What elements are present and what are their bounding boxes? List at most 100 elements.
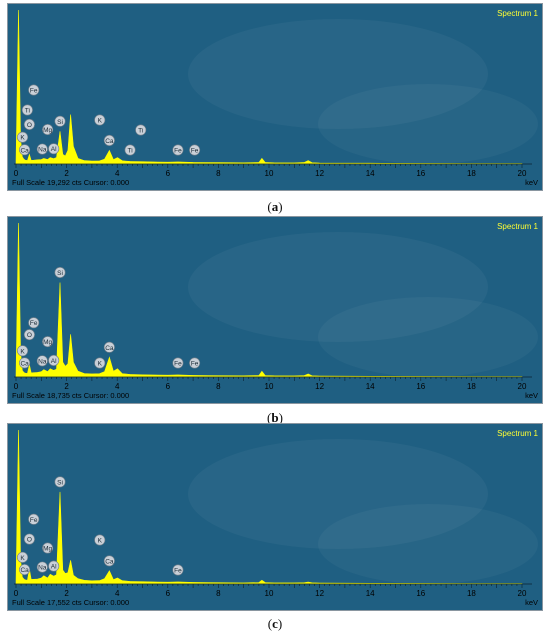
spectrum-panel-a: Ca K O Ti Fe Na Mg Al Si Ca K Ti Ti Fe Fe 0 2 4 6 8 10 12 14 16… xyxy=(7,3,543,191)
peak-label: K xyxy=(20,348,25,355)
peak-marker-circle xyxy=(28,317,40,329)
peak-marker-circle xyxy=(21,104,33,116)
caption-letter-a: a xyxy=(271,199,279,214)
peak-marker-circle xyxy=(103,341,115,353)
peak-label: O xyxy=(27,332,32,339)
x-tick-label: 16 xyxy=(416,589,425,598)
background-shade xyxy=(188,232,488,342)
x-tick-label: 0 xyxy=(14,382,19,391)
peak-marker-fe: Fe xyxy=(172,144,184,156)
x-tick-label: 12 xyxy=(315,169,324,178)
peak-marker-circle xyxy=(48,560,60,572)
x-tick-label: 20 xyxy=(518,382,527,391)
background-shade xyxy=(318,297,538,377)
peak-marker-ca: Ca xyxy=(19,564,31,576)
peak-marker-na: Na xyxy=(36,355,48,367)
peak-marker-fe: Fe xyxy=(189,357,201,369)
background-shade xyxy=(318,84,538,164)
peak-marker-circle xyxy=(19,357,31,369)
peak-marker-fe: Fe xyxy=(28,84,40,96)
peak-marker-circle xyxy=(19,564,31,576)
peak-label: K xyxy=(98,118,103,125)
peak-marker-al: Al xyxy=(48,143,60,155)
peak-marker-circle xyxy=(103,555,115,567)
caption-a: (a) xyxy=(267,199,283,214)
x-tick-label: 18 xyxy=(467,589,476,598)
plot-background xyxy=(8,217,542,403)
peak-marker-k: K xyxy=(17,131,29,143)
spectrum-series xyxy=(15,429,523,585)
x-tick-label: 16 xyxy=(416,382,425,391)
peak-marker-circle xyxy=(54,476,66,488)
peak-label: O xyxy=(27,537,32,544)
peak-marker-al: Al xyxy=(48,560,60,572)
x-tick-label: 18 xyxy=(467,382,476,391)
peak-label: Fe xyxy=(30,320,38,327)
x-tick-label: 20 xyxy=(518,169,527,178)
peak-marker-si: Si xyxy=(54,115,66,127)
peak-marker-circle xyxy=(189,144,201,156)
peak-label: Na xyxy=(38,565,47,572)
peak-marker-si: Si xyxy=(54,266,66,278)
spectrum-label: Spectrum 1 xyxy=(497,429,538,438)
peak-marker-mg: Mg xyxy=(42,542,54,554)
x-tick-label: 14 xyxy=(366,382,375,391)
peak-label: Fe xyxy=(191,148,199,155)
spectrum-series xyxy=(15,222,523,378)
peak-marker-circle xyxy=(17,345,29,357)
peak-marker-k: K xyxy=(94,357,106,369)
peak-marker-o: O xyxy=(23,118,35,130)
peak-marker-ti: Ti xyxy=(135,124,147,136)
peak-marker-fe: Fe xyxy=(172,357,184,369)
caption-letter-b: b xyxy=(271,410,279,425)
x-tick-label: 8 xyxy=(216,382,221,391)
peak-label: Mg xyxy=(43,546,52,553)
peak-marker-circle xyxy=(23,118,35,130)
x-tick-label: 4 xyxy=(115,382,120,391)
peak-label: Fe xyxy=(174,568,182,575)
peak-marker-fe: Fe xyxy=(189,144,201,156)
peak-label: Ti xyxy=(138,128,143,135)
x-tick-label: 2 xyxy=(64,169,69,178)
peak-label: O xyxy=(27,122,32,129)
x-tick-label: 14 xyxy=(366,169,375,178)
peak-marker-circle xyxy=(172,564,184,576)
peak-marker-ca: Ca xyxy=(103,341,115,353)
plot-background xyxy=(8,4,542,190)
peak-marker-circle xyxy=(54,266,66,278)
x-tick-label: 10 xyxy=(265,589,274,598)
peak-marker-circle xyxy=(19,144,31,156)
peak-marker-circle xyxy=(23,329,35,341)
peak-marker-circle xyxy=(48,143,60,155)
x-axis-unit: keV xyxy=(525,178,538,187)
peak-label: Si xyxy=(57,119,63,126)
spectrum-label: Spectrum 1 xyxy=(497,222,538,231)
x-tick-label: 14 xyxy=(366,589,375,598)
peak-marker-ti: Ti xyxy=(21,104,33,116)
peak-label: Si xyxy=(57,270,63,277)
spectrum-panel-b: Ca K O Fe Na Mg Al Si Ca K Fe Fe 0 2 4 6 8 10 12 14 16 18 20 ke… xyxy=(7,216,543,404)
peak-marker-circle xyxy=(28,513,40,525)
peak-marker-circle xyxy=(28,84,40,96)
peak-label: Ca xyxy=(105,558,114,565)
peak-marker-circle xyxy=(135,124,147,136)
peak-marker-na: Na xyxy=(36,561,48,573)
peak-marker-ca: Ca xyxy=(19,357,31,369)
background-shade xyxy=(188,439,488,549)
peak-marker-circle xyxy=(94,114,106,126)
peak-label: Fe xyxy=(174,148,182,155)
peak-label: Si xyxy=(57,479,63,486)
peak-marker-na: Na xyxy=(36,143,48,155)
peak-label: Al xyxy=(51,146,57,153)
peak-marker-circle xyxy=(42,336,54,348)
spectrum-series xyxy=(15,9,523,165)
peak-marker-circle xyxy=(42,542,54,554)
peak-label: K xyxy=(98,538,103,545)
peak-marker-o: O xyxy=(23,533,35,545)
x-tick-label: 8 xyxy=(216,589,221,598)
peak-label: Ca xyxy=(20,567,29,574)
peak-marker-k: K xyxy=(17,551,29,563)
full-scale-readout: Full Scale 18,735 cts Cursor: 0.000 xyxy=(12,391,129,400)
